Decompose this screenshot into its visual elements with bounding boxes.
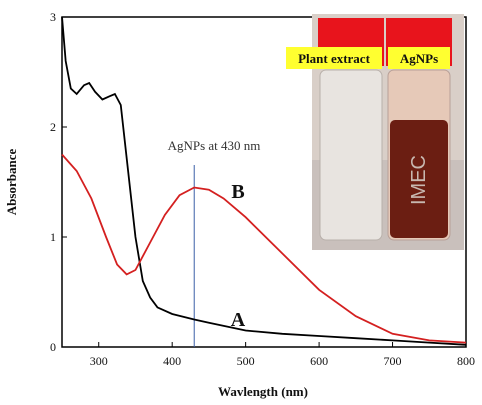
x-tick-label: 700 bbox=[384, 354, 402, 368]
inset-photo: Plant extract AgNPs IMEC bbox=[286, 14, 464, 250]
series-label: A bbox=[231, 309, 246, 331]
inset-label: Plant extract bbox=[298, 51, 371, 66]
series-label: B bbox=[231, 181, 244, 203]
x-tick-label: 400 bbox=[163, 354, 181, 368]
x-tick-label: 600 bbox=[310, 354, 328, 368]
annotation-text: AgNPs at 430 nm bbox=[168, 138, 261, 153]
x-axis-label: Wavlength (nm) bbox=[218, 384, 308, 399]
label-box bbox=[388, 47, 450, 69]
inset-label: AgNPs bbox=[400, 51, 438, 66]
y-tick-label: 0 bbox=[50, 340, 56, 354]
series-line bbox=[61, 153, 467, 344]
label-box bbox=[286, 47, 382, 69]
x-tick-label: 500 bbox=[237, 354, 255, 368]
x-tick-label: 800 bbox=[457, 354, 475, 368]
y-tick-label: 2 bbox=[50, 120, 56, 134]
plot-frame bbox=[61, 16, 467, 348]
y-tick-label: 1 bbox=[50, 230, 56, 244]
vial-agnps-liquid bbox=[390, 120, 448, 238]
vial-text: IMEC bbox=[408, 155, 430, 205]
series-line bbox=[61, 16, 467, 346]
y-tick-label: 3 bbox=[50, 10, 56, 24]
x-tick-label: 300 bbox=[90, 354, 108, 368]
vial-plant-extract bbox=[319, 69, 383, 241]
y-axis-label: Absorbance bbox=[4, 149, 19, 216]
